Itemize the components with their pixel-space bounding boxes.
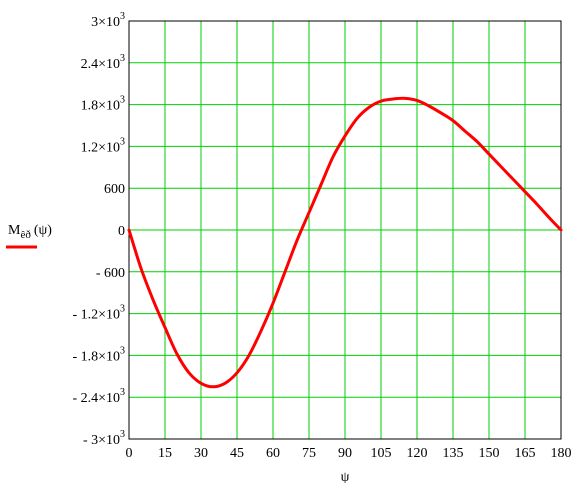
y-tick-base: 600 [104, 182, 125, 197]
legend-label: Mêð (ψ) [8, 223, 52, 241]
x-axis-tick-labels: 0 15 30 45 60 75 90 105 120 135 150 165 180 [126, 446, 572, 461]
x-tick-label-2: 30 [194, 446, 208, 461]
y-tick-label-5: 0 [118, 224, 125, 239]
y-tick-exponent: 3 [120, 345, 125, 356]
x-tick-label-9: 135 [443, 446, 464, 461]
y-tick-base: 1.2×10 [81, 140, 120, 155]
legend-series-argument: (ψ) [34, 223, 52, 238]
y-tick-label-6: - 600 [96, 266, 125, 281]
series-layer [127, 96, 563, 389]
x-tick-label-10: 150 [479, 446, 500, 461]
y-tick-exponent: 3 [120, 387, 125, 398]
y-tick-base: 0 [118, 224, 125, 239]
x-tick-label-1: 15 [158, 446, 172, 461]
x-tick-label-7: 105 [371, 446, 392, 461]
y-tick-base: - 2.4×10 [72, 391, 120, 406]
y-tick-base: 2.4×10 [81, 57, 120, 72]
y-tick-exponent: 3 [120, 304, 125, 315]
x-tick-label-8: 120 [407, 446, 428, 461]
x-tick-label-12: 180 [551, 446, 572, 461]
y-tick-base: - 3×10 [83, 433, 120, 448]
y-tick-label-4: 600 [104, 182, 125, 197]
y-tick-label-10: - 3×103 [83, 429, 125, 448]
x-axis-label: ψ [341, 470, 350, 483]
legend: Mêð (ψ) [6, 223, 52, 249]
y-tick-label-8: - 1.8×103 [72, 345, 125, 364]
series-line-0 [127, 96, 563, 389]
y-tick-label-2: 1.8×103 [81, 95, 125, 114]
y-tick-base: - 1.2×10 [72, 308, 120, 323]
y-tick-exponent: 3 [120, 11, 125, 22]
y-tick-label-3: 1.2×103 [81, 136, 125, 155]
y-tick-base: - 600 [96, 266, 125, 281]
legend-series-subscript: êð [20, 229, 31, 241]
y-tick-exponent: 3 [120, 136, 125, 147]
y-tick-label-0: 3×103 [91, 11, 125, 30]
x-tick-label-3: 45 [230, 446, 244, 461]
x-tick-label-11: 165 [515, 446, 536, 461]
x-tick-label-0: 0 [126, 446, 133, 461]
x-tick-label-4: 60 [266, 446, 280, 461]
x-tick-label-6: 90 [338, 446, 352, 461]
y-tick-base: 1.8×10 [81, 99, 120, 114]
y-tick-exponent: 3 [120, 53, 125, 64]
y-tick-label-1: 2.4×103 [81, 53, 125, 72]
y-tick-base: 3×10 [91, 15, 120, 30]
y-tick-exponent: 3 [120, 95, 125, 106]
x-tick-label-5: 75 [302, 446, 316, 461]
y-tick-label-7: - 1.2×103 [72, 304, 125, 323]
legend-series-name: M [8, 223, 21, 238]
y-tick-base: - 1.8×10 [72, 349, 120, 364]
y-tick-label-9: - 2.4×103 [72, 387, 125, 406]
y-tick-exponent: 3 [120, 429, 125, 440]
